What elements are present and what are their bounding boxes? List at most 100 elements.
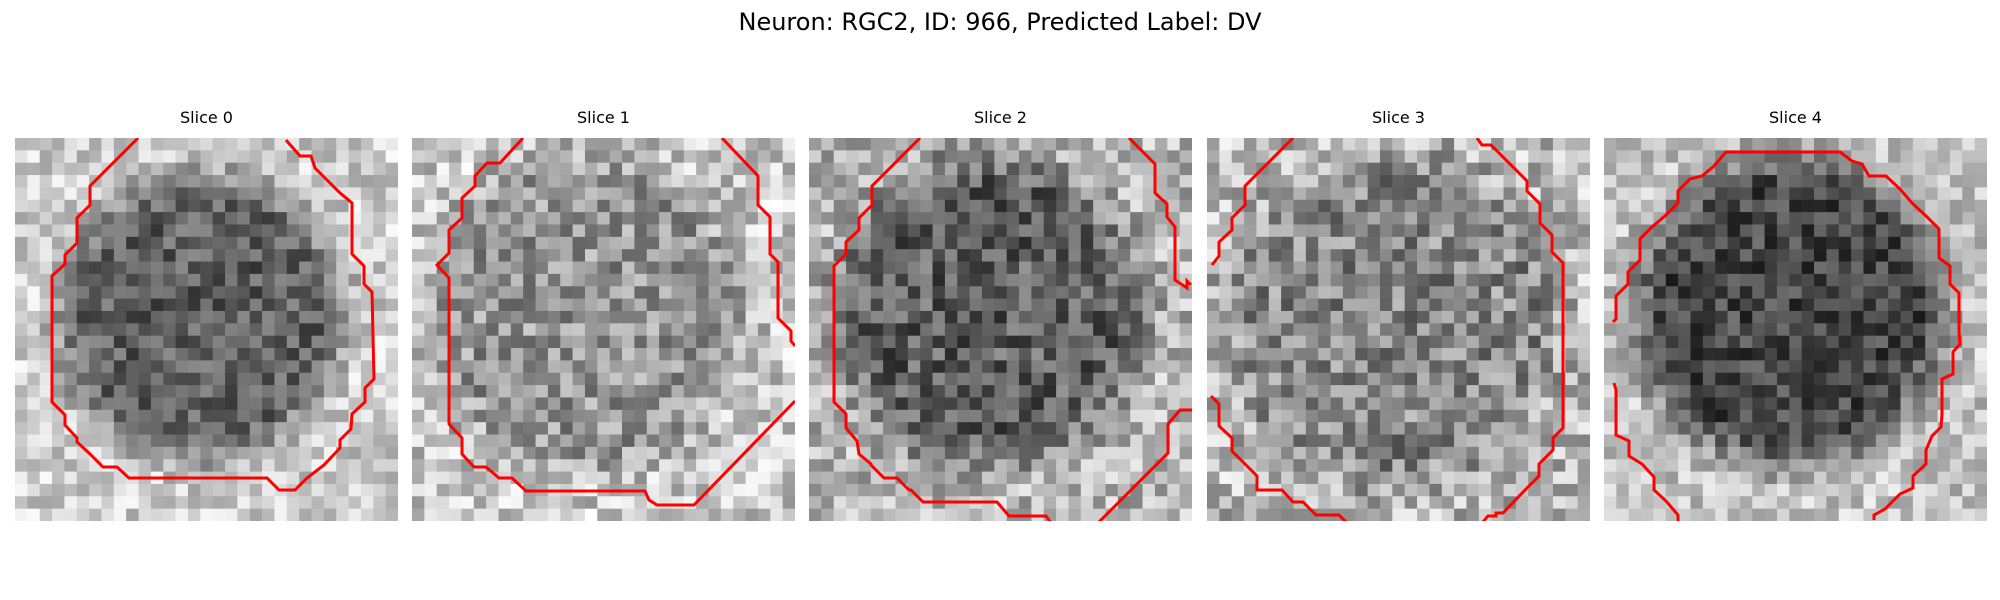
image-pixel [646, 249, 660, 263]
image-pixel [1466, 372, 1480, 386]
image-pixel [113, 397, 127, 411]
image-pixel [373, 175, 387, 189]
image-pixel [212, 310, 226, 324]
image-pixel [957, 434, 971, 448]
image-pixel [64, 150, 78, 164]
image-pixel [336, 323, 350, 337]
image-pixel [1043, 446, 1057, 460]
image-pixel [1293, 372, 1307, 386]
image-pixel [609, 249, 623, 263]
slice-panel-1: Slice 1 [412, 108, 795, 521]
image-pixel [175, 385, 189, 399]
image-pixel [225, 459, 238, 473]
image-pixel [846, 187, 860, 201]
image-pixel [757, 310, 771, 324]
image-pixel [1441, 199, 1455, 213]
image-pixel [1330, 483, 1344, 497]
image-pixel [1417, 348, 1430, 361]
image-pixel [547, 372, 561, 386]
image-pixel [1888, 298, 1902, 312]
image-pixel [1130, 224, 1144, 238]
image-pixel [809, 273, 822, 287]
image-pixel [150, 397, 164, 411]
image-pixel [597, 199, 611, 213]
image-pixel [1219, 249, 1233, 263]
image-pixel [572, 286, 586, 300]
image-pixel [1628, 323, 1642, 337]
image-pixel [1702, 199, 1716, 213]
image-pixel [1838, 360, 1852, 374]
image-pixel [1130, 446, 1144, 460]
image-pixel [1826, 446, 1840, 460]
image-pixel [1379, 422, 1393, 436]
image-pixel [622, 310, 635, 324]
image-pixel [138, 508, 152, 521]
image-pixel [1093, 483, 1107, 497]
image-pixel [907, 360, 921, 374]
image-pixel [436, 310, 450, 324]
image-pixel [1478, 372, 1492, 386]
image-pixel [461, 348, 475, 361]
image-pixel [412, 372, 425, 386]
image-pixel [1043, 496, 1057, 510]
image-pixel [27, 471, 41, 485]
image-pixel [1801, 335, 1815, 349]
image-pixel [1466, 224, 1480, 238]
image-pixel [1417, 446, 1430, 460]
image-pixel [683, 298, 697, 312]
image-pixel [1256, 372, 1270, 386]
image-pixel [1056, 286, 1070, 300]
image-pixel [1367, 224, 1381, 238]
image-pixel [523, 261, 537, 275]
image-pixel [1441, 138, 1455, 151]
image-pixel [1764, 273, 1778, 287]
image-pixel [1912, 236, 1926, 250]
image-pixel [1702, 286, 1716, 300]
image-pixel [424, 298, 438, 312]
image-pixel [1715, 162, 1729, 176]
image-pixel [1031, 298, 1045, 312]
image-pixel [1764, 199, 1778, 213]
image-pixel [1503, 508, 1517, 521]
image-pixel [449, 459, 463, 473]
image-pixel [1540, 175, 1554, 189]
image-pixel [572, 162, 586, 176]
image-pixel [1293, 471, 1307, 485]
image-pixel [1080, 175, 1094, 189]
image-pixel [1342, 162, 1356, 176]
image-pixel [1404, 471, 1418, 485]
image-pixel [1962, 212, 1976, 226]
image-pixel [1665, 310, 1679, 324]
image-pixel [1305, 298, 1319, 312]
image-pixel [1814, 224, 1827, 238]
image-pixel [1318, 224, 1332, 238]
image-pixel [1962, 298, 1976, 312]
image-pixel [1342, 175, 1356, 189]
image-pixel [249, 199, 263, 213]
image-pixel [846, 310, 860, 324]
image-pixel [237, 298, 251, 312]
image-pixel [1031, 273, 1045, 287]
image-pixel [957, 273, 971, 287]
image-pixel [1616, 236, 1630, 250]
image-pixel [770, 459, 784, 473]
image-pixel [1752, 348, 1766, 361]
image-pixel [994, 150, 1008, 164]
image-pixel [348, 496, 362, 510]
image-pixel [1900, 422, 1914, 436]
image-pixel [1019, 138, 1032, 151]
image-pixel [994, 138, 1008, 151]
image-pixel [1268, 471, 1282, 485]
image-pixel [1043, 310, 1057, 324]
image-pixel [1962, 187, 1976, 201]
image-pixel [833, 397, 847, 411]
image-pixel [1256, 508, 1270, 521]
image-pixel [1006, 310, 1020, 324]
image-pixel [547, 409, 561, 423]
image-pixel [1441, 409, 1455, 423]
image-pixel [1641, 483, 1655, 497]
image-pixel [683, 372, 697, 386]
image-pixel [1219, 409, 1233, 423]
image-pixel [1814, 199, 1827, 213]
image-pixel [262, 422, 276, 436]
